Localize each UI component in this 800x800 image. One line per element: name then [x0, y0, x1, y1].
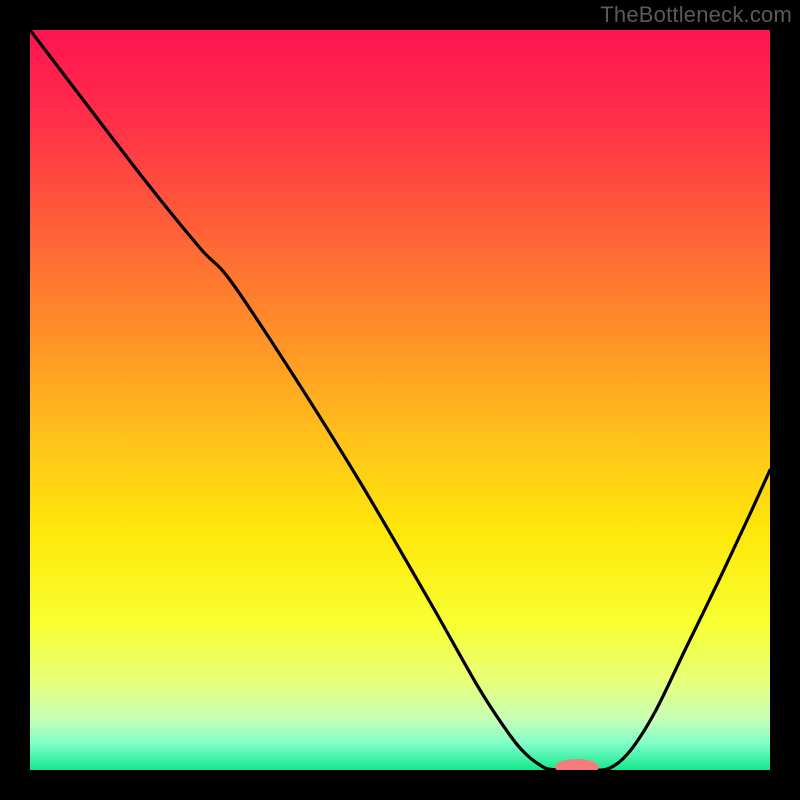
- optimal-marker: [555, 759, 599, 770]
- curve-line: [30, 30, 770, 770]
- watermark-text: TheBottleneck.com: [600, 2, 792, 28]
- bottleneck-curve: [30, 30, 770, 770]
- plot-area: [30, 30, 770, 770]
